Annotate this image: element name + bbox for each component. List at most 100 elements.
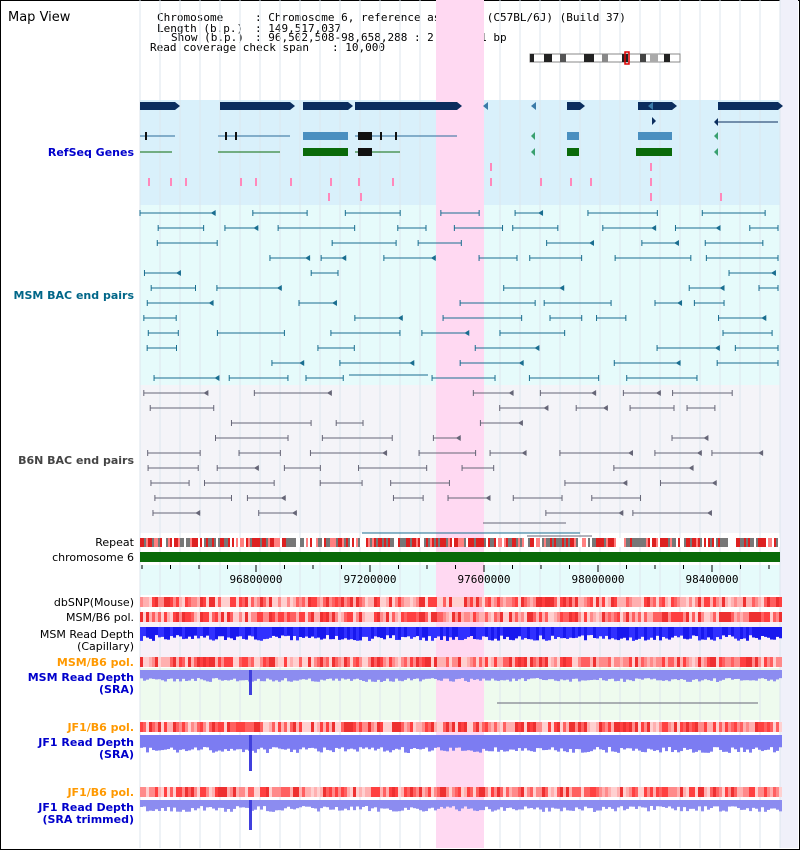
repeat-segment (326, 538, 328, 547)
msm-depth-cap-bar (296, 627, 299, 641)
jf1-trim-spike (249, 800, 252, 830)
repeat-segment (766, 538, 768, 547)
track-label-msm-bac[interactable]: MSM BAC end pairs (13, 289, 134, 302)
jf1-b6-pol-cell (752, 722, 755, 732)
dbsnp-cell (344, 597, 347, 607)
msm-bac-pair-end (214, 375, 220, 381)
msm-depth-cap-bar (761, 627, 764, 637)
msm-depth-cap-bar (770, 627, 773, 640)
msm-depth-sra-bar (317, 670, 320, 682)
msm-depth-sra-bar (557, 670, 560, 682)
msm-depth-sra-bar (200, 670, 203, 680)
track-label-b6n-bac[interactable]: B6N BAC end pairs (18, 454, 134, 467)
msm-b6-pol-cell (206, 612, 209, 622)
msm-depth-sra-bar (704, 670, 707, 680)
jf1-depth-bar (506, 735, 509, 752)
jf1-b6-pol-cell (443, 722, 446, 732)
msm-b6-pol2-cell (317, 657, 320, 667)
repeat-segment (350, 538, 352, 547)
msm-b6-pol-cell (374, 612, 377, 622)
msm-depth-sra-bar (503, 670, 506, 681)
jf1-b6-pol-cell (482, 722, 485, 732)
msm-b6-pol2-cell (140, 657, 143, 667)
jf1-b6-pol-cell (737, 722, 740, 732)
dbsnp-cell (209, 597, 212, 607)
msm-depth-sra-bar (494, 670, 497, 681)
repeat-segment (452, 538, 454, 547)
jf1-b6-pol-cell (416, 722, 419, 732)
msm-b6-pol-cell (629, 612, 632, 622)
track-label-refseq[interactable]: RefSeq Genes (47, 146, 134, 159)
msm-depth-cap-bar (458, 627, 461, 641)
repeat-segment (704, 538, 706, 547)
jf1-b6-pol-cell (539, 722, 542, 732)
repeat-segment (646, 538, 648, 547)
jf1-depth-bar (221, 735, 224, 752)
msm-b6-pol-cell (593, 612, 596, 622)
msm-depth-cap-bar (635, 627, 638, 640)
jf1-b6-pol-cell (326, 722, 329, 732)
msm-b6-pol2-cell (188, 657, 191, 667)
jf1-b6-pol-cell (287, 722, 290, 732)
jf1-depth-bar (449, 735, 452, 748)
jf1-b6-pol2-cell (203, 787, 206, 797)
msm-depth-cap-bar (419, 627, 422, 641)
jf1-b6-pol2-cell (740, 787, 743, 797)
jf1-b6-pol2-cell (440, 787, 443, 797)
msm-depth-cap-bar (533, 627, 536, 641)
jf1-trim-bar (614, 800, 617, 812)
jf1-b6-pol-cell (359, 722, 362, 732)
jf1-b6-pol-cell (302, 722, 305, 732)
dbsnp-cell (176, 597, 179, 607)
msm-depth-sra-bar (599, 670, 602, 679)
msm-b6-pol2-cell (551, 657, 554, 667)
dbsnp-cell (287, 597, 290, 607)
track-label-msm-depth-sra: MSM Read Depth (27, 671, 134, 684)
repeat-segment (648, 538, 650, 547)
jf1-b6-pol2-cell (449, 787, 452, 797)
jf1-trim-bar (407, 800, 410, 810)
repeat-segment (218, 538, 220, 547)
msm-b6-pol2-cell (545, 657, 548, 667)
repeat-segment (196, 538, 198, 547)
jf1-b6-pol2-cell (284, 787, 287, 797)
msm-depth-cap-bar (617, 627, 620, 641)
msm-b6-pol2-cell (185, 657, 188, 667)
msm-depth-sra-bar (587, 670, 590, 681)
jf1-b6-pol-cell (554, 722, 557, 732)
repeat-segment (322, 538, 324, 547)
msm-b6-pol2-cell (731, 657, 734, 667)
jf1-trim-bar (218, 800, 221, 808)
jf1-depth-bar (233, 735, 236, 751)
msm-b6-pol-cell (713, 612, 716, 622)
jf1-trim-bar (416, 800, 419, 809)
msm-depth-cap-bar (752, 627, 755, 638)
dbsnp-cell (593, 597, 596, 607)
msm-b6-pol-cell (143, 612, 146, 622)
repeat-segment (574, 538, 576, 547)
msm-b6-pol-cell (578, 612, 581, 622)
jf1-b6-pol-cell (734, 722, 737, 732)
repeat-segment (276, 538, 278, 547)
jf1-b6-pol2-cell (608, 787, 611, 797)
jf1-depth-bar (407, 735, 410, 753)
repeat-segment (442, 538, 444, 547)
jf1-b6-pol2-cell (143, 787, 146, 797)
repeat-segment (204, 538, 206, 547)
jf1-depth-bar (485, 735, 488, 751)
jf1-depth-bar (677, 735, 680, 753)
jf1-depth-bar (362, 735, 365, 749)
repeat-segment (642, 538, 644, 547)
jf1-depth-bar (515, 735, 518, 751)
repeat-segment (552, 538, 554, 547)
repeat-segment (188, 538, 190, 547)
repeat-segment (508, 538, 510, 547)
repeat-segment (270, 538, 272, 547)
jf1-trim-bar (251, 800, 254, 811)
repeat-segment (728, 538, 730, 547)
repeat-segment (500, 538, 502, 547)
msm-b6-pol-cell (401, 612, 404, 622)
repeat-segment (558, 538, 560, 547)
jf1-trim-bar (263, 800, 266, 807)
